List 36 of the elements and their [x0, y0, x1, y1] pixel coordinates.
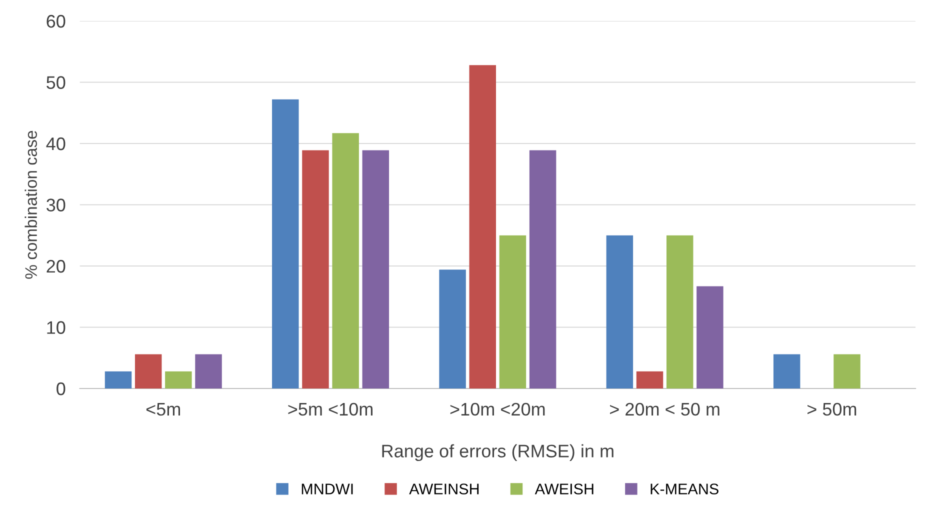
y-tick-label: 40 [46, 137, 66, 150]
x-tick-label: >10m <20m [450, 402, 545, 416]
x-tick-label: <5m [146, 403, 180, 416]
bar [499, 235, 526, 388]
bar [439, 270, 466, 388]
bar [696, 286, 724, 388]
bar [666, 235, 694, 388]
bar [606, 235, 634, 388]
legend-label: AWEINSH [409, 484, 479, 494]
x-tick-label: > 20m < 50 m [610, 402, 720, 416]
bar [165, 371, 192, 388]
bar [636, 371, 664, 388]
bar [134, 354, 162, 388]
bar [362, 150, 390, 388]
x-tick-label: >5m <10m [288, 402, 372, 416]
x-tick-label: > 50m [808, 402, 856, 416]
y-tick-label: 20 [46, 260, 66, 273]
x-axis-title: Range of errors (RMSE) in m [382, 444, 614, 462]
bar [469, 65, 496, 388]
bar [332, 133, 359, 388]
bar [195, 354, 222, 388]
y-axis-title: % combination case [24, 130, 37, 279]
y-tick-label: 50 [46, 76, 66, 89]
bar [834, 354, 860, 388]
y-tick-label: 60 [46, 14, 66, 28]
legend-label: AWEISH [534, 484, 594, 494]
legend-label: MNDWI [302, 484, 353, 494]
y-tick-label: 30 [46, 198, 66, 212]
bar [104, 371, 132, 388]
y-tick-label: 0 [56, 382, 66, 396]
bar [272, 99, 299, 388]
bar [302, 150, 329, 388]
bar [773, 354, 800, 388]
bar [529, 150, 556, 388]
legend-label: K-MEANS [650, 484, 718, 494]
y-tick-label: 10 [47, 321, 66, 334]
